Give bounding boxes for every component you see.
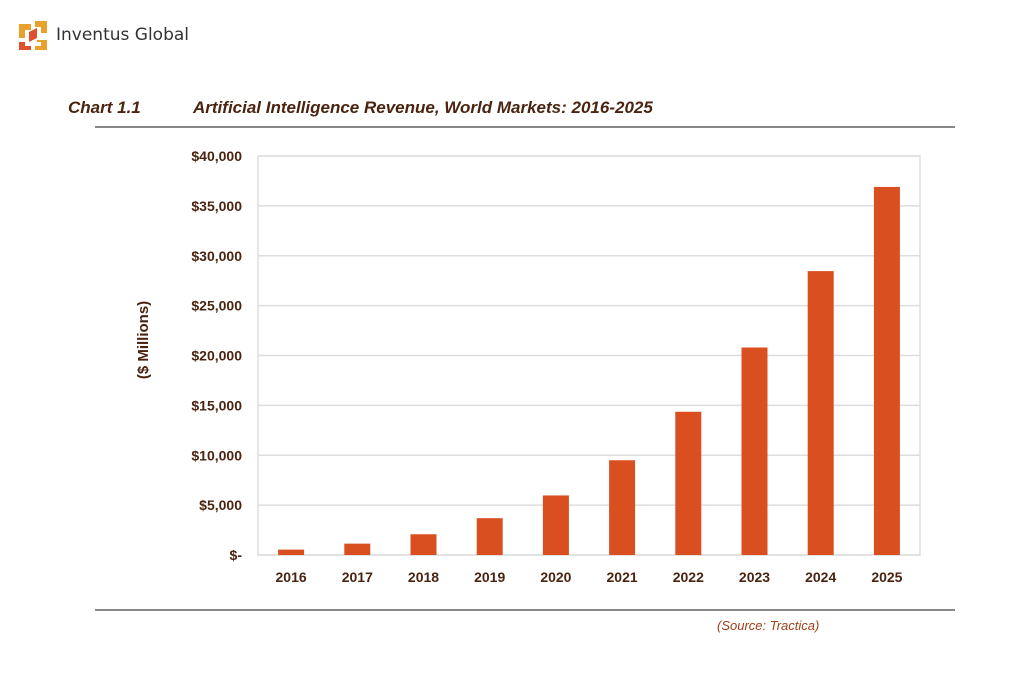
x-tick-label: 2019 (474, 569, 505, 585)
bar-2024 (807, 271, 834, 555)
x-tick-label: 2017 (342, 569, 373, 585)
y-tick-label: $35,000 (191, 198, 242, 214)
bottom-rule (95, 609, 955, 611)
y-tick-label: $20,000 (191, 348, 242, 364)
chart-title: Artificial Intelligence Revenue, World M… (193, 98, 653, 117)
x-tick-label: 2024 (805, 569, 836, 585)
y-tick-label: $5,000 (199, 497, 242, 513)
bar-2021 (609, 460, 636, 555)
y-tick-label: $15,000 (191, 397, 242, 413)
bar-2020 (542, 495, 569, 555)
x-tick-label: 2020 (540, 569, 571, 585)
brand-name: Inventus Global (56, 25, 190, 45)
bar-2017 (344, 543, 371, 555)
x-tick-label: 2025 (871, 569, 902, 585)
bar-2019 (476, 518, 503, 555)
bar-2016 (278, 549, 305, 555)
bar-2025 (873, 186, 900, 556)
chart-label: Chart 1.1 (68, 98, 141, 117)
source-note: (Source: Tractica) (717, 618, 820, 633)
bar-2023 (741, 347, 768, 555)
top-rule (95, 126, 955, 128)
logo: Inventus Global (16, 18, 189, 52)
x-tick-label: 2022 (673, 569, 704, 585)
y-axis-label: ($ Millions) (135, 301, 152, 379)
x-tick-label: 2023 (739, 569, 770, 585)
logo-icon (19, 21, 47, 50)
y-tick-label: $40,000 (191, 148, 242, 164)
y-tick-label: $25,000 (191, 298, 242, 314)
bar-2022 (675, 411, 702, 555)
y-tick-label: $10,000 (191, 447, 242, 463)
y-tick-label: $- (230, 547, 243, 563)
y-tick-label: $30,000 (191, 248, 242, 264)
x-tick-label: 2018 (408, 569, 439, 585)
x-tick-label: 2021 (607, 569, 638, 585)
bar-2018 (410, 534, 437, 555)
x-tick-label: 2016 (276, 569, 307, 585)
